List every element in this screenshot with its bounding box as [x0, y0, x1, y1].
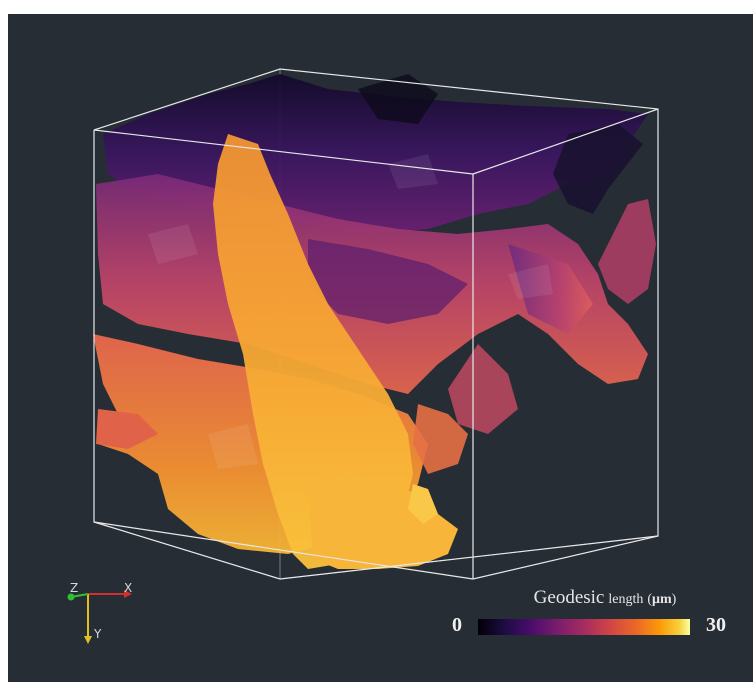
colorbar-unit-close: ): [671, 592, 677, 607]
bounding-box-front: [93, 68, 659, 580]
x-axis-label: X: [124, 581, 132, 595]
colorbar-min-label: 0: [452, 614, 462, 636]
orientation-axes: Z X Y: [67, 581, 132, 644]
render-viewport[interactable]: Z X Y: [8, 14, 753, 682]
y-axis-label: Y: [93, 627, 102, 641]
volume-render: [93, 68, 659, 580]
z-axis-line: [70, 593, 89, 598]
structure-middle-layer: [96, 174, 656, 434]
colorbar-unit: μm: [652, 592, 672, 607]
z-axis-label: Z: [70, 581, 78, 595]
colorbar-title-sub: length: [608, 592, 644, 607]
colorbar-max-label: 30: [706, 614, 726, 636]
colorbar-unit-open: (: [647, 592, 653, 607]
structure-highlights: [148, 154, 553, 469]
structure-bright-core: [213, 134, 458, 569]
x-axis-arrow: [124, 590, 132, 598]
y-axis-arrow: [84, 636, 92, 644]
colorbar-gradient: [478, 619, 690, 635]
colorbar-title: Geodesic length (μm): [500, 587, 710, 609]
colorbar-title-main: Geodesic: [533, 587, 605, 608]
